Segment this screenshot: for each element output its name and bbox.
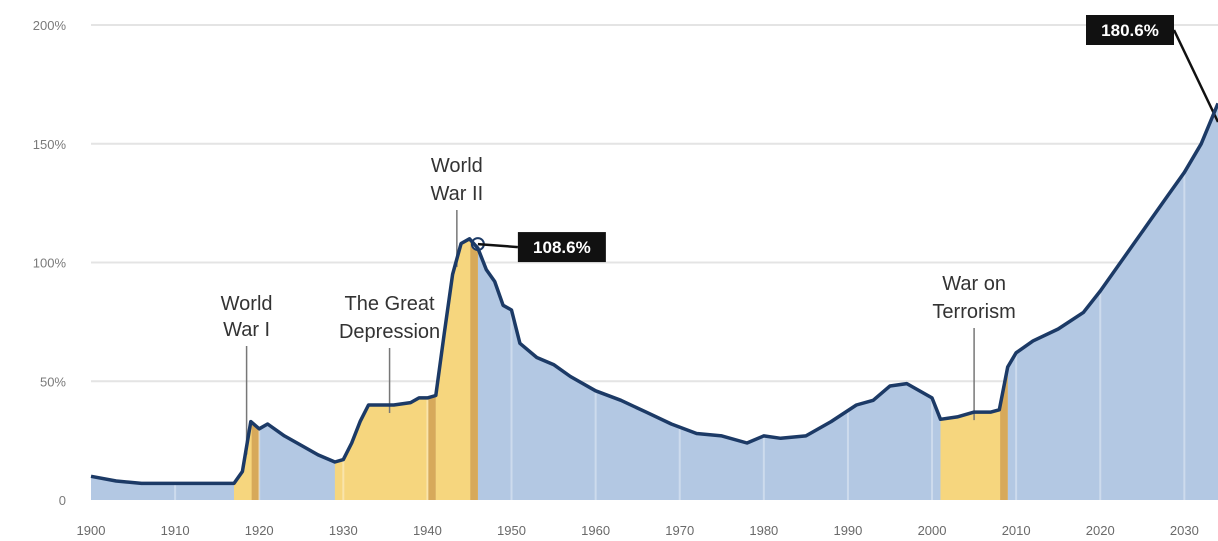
- debt-area: [91, 103, 1218, 501]
- shaded-period-edge: [470, 239, 478, 500]
- y-tick-label: 200%: [33, 18, 67, 33]
- x-tick-label: 2000: [918, 523, 947, 538]
- callout: 108.6%: [470, 232, 606, 263]
- annotations: World War I The Great Depression World War II…: [221, 155, 1016, 343]
- x-tick-label: 1940: [413, 523, 442, 538]
- shaded-period-layer: [174, 172, 1186, 501]
- x-tick-label: 1950: [497, 523, 526, 538]
- callout-box: [1086, 15, 1174, 45]
- x-tick-label: 2010: [1002, 523, 1031, 538]
- callout-leader: [1172, 29, 1218, 123]
- annotation-label: War on: [942, 273, 1006, 295]
- y-axis-ticks: 0 50% 100% 150% 200%: [33, 18, 67, 508]
- annotation-label: War I: [223, 319, 270, 341]
- x-tick-label: 1920: [245, 523, 274, 538]
- annotation-label: War II: [431, 183, 484, 205]
- annotation-label: World: [221, 293, 273, 315]
- y-tick-label: 0: [59, 493, 66, 508]
- x-axis-ticks: 1900 1910 1920 1930 1940 1950 1960 1970 1980 1990…: [77, 523, 1199, 538]
- annotation-label: The Great: [345, 293, 435, 315]
- callouts: 108.6% 180.6%: [470, 15, 1218, 263]
- callout-label: 108.6%: [533, 238, 591, 257]
- callout-leader: [477, 242, 518, 249]
- debt-line: [90, 102, 1218, 486]
- annotation-label: World: [431, 155, 483, 177]
- callout: 180.6%: [1086, 15, 1218, 123]
- x-tick-label: 1980: [749, 523, 778, 538]
- x-tick-label: 1930: [329, 523, 358, 538]
- x-tick-label: 1910: [161, 523, 190, 538]
- shaded-period-edge: [428, 395, 436, 500]
- x-tick-label: 2020: [1086, 523, 1115, 538]
- callout-label: 180.6%: [1101, 21, 1159, 40]
- shaded-period-edge: [251, 422, 260, 500]
- callout-box: [517, 232, 606, 263]
- y-tick-label: 100%: [33, 256, 67, 271]
- annotation-label: Depression: [339, 321, 440, 343]
- x-tick-label: 1990: [833, 523, 862, 538]
- y-tick-label: 150%: [33, 137, 67, 152]
- y-tick-label: 50%: [40, 374, 66, 389]
- shaded-period: [940, 367, 1008, 500]
- x-tick-label: 2030: [1170, 523, 1199, 538]
- shaded-period: [435, 238, 478, 501]
- x-tick-label: 1970: [665, 523, 694, 538]
- annotation-label: Terrorism: [932, 301, 1015, 323]
- x-tick-label: 1960: [581, 523, 610, 538]
- x-tick-label: 1900: [77, 523, 106, 538]
